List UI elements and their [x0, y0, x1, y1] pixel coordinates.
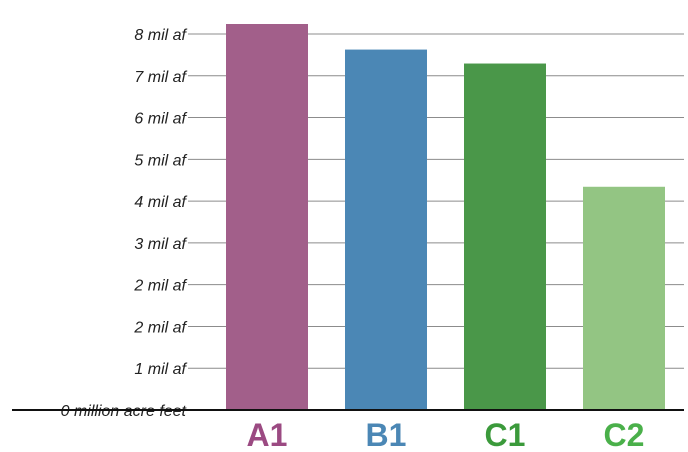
y-tick-label: 4 mil af: [134, 194, 187, 211]
bar-b1: [345, 49, 427, 411]
y-tick-label: 1 mil af: [134, 361, 187, 378]
x-tick-label: A1: [247, 417, 288, 452]
bar-a1: [226, 24, 308, 410]
y-tick-label: 8 mil af: [134, 27, 187, 44]
bar-c2: [583, 186, 665, 410]
y-tick-label: 2 mil af: [133, 278, 187, 295]
y-axis-ticks: 0 million acre feet 1 mil af 2 mil af 2 mil…: [61, 27, 188, 420]
y-tick-label: 5 mil af: [134, 152, 187, 169]
y-tick-label: 3 mil af: [134, 236, 187, 253]
y-tick-label: 0 million acre feet: [61, 403, 187, 420]
x-tick-label: C2: [604, 417, 645, 452]
x-axis-categories: A1 B1 C1 C2: [247, 417, 645, 452]
y-tick-label: 2 mil af: [133, 319, 187, 336]
bar-c1: [464, 63, 546, 410]
y-tick-label: 7 mil af: [134, 69, 187, 86]
x-tick-label: C1: [485, 417, 526, 452]
bars: [226, 24, 665, 411]
x-tick-label: B1: [366, 417, 407, 452]
y-tick-label: 6 mil af: [134, 111, 187, 128]
